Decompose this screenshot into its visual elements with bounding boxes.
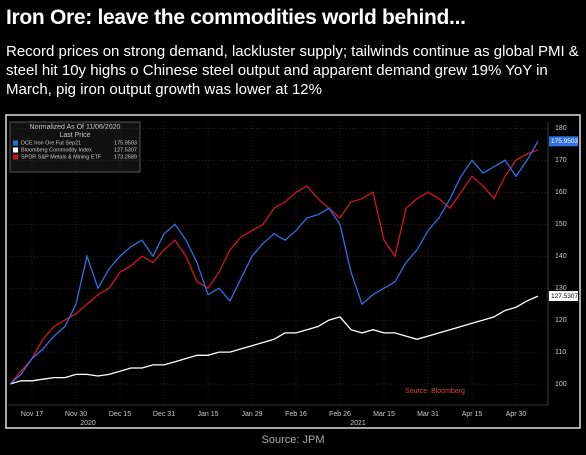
last-value-tag bbox=[549, 291, 578, 302]
x-tick-label: Dec 15 bbox=[109, 411, 131, 418]
y-tick-label: 170 bbox=[555, 157, 567, 164]
legend-value: 173.2689 bbox=[114, 154, 137, 160]
source: Source: JPM bbox=[261, 434, 325, 446]
legend-box bbox=[9, 121, 141, 173]
series-line bbox=[9, 149, 539, 385]
legend-subtitle: Last Price bbox=[59, 132, 90, 139]
y-tick-label: 140 bbox=[555, 253, 567, 260]
last-value-tag bbox=[549, 136, 578, 147]
x-tick-label: Apr 15 bbox=[462, 411, 483, 418]
x-tick-label: Jan 15 bbox=[197, 411, 218, 418]
last-value-label: 175.9503 bbox=[551, 138, 578, 145]
legend-swatch bbox=[13, 140, 18, 146]
x-tick-label: Nov 17 bbox=[21, 411, 43, 418]
subtitle: Record prices on strong demand, lacklust… bbox=[6, 43, 579, 98]
legend-value: 127.5307 bbox=[114, 147, 137, 153]
x-tick-label: Feb 16 bbox=[285, 411, 307, 418]
x-tick-label: Apr 30 bbox=[506, 411, 527, 418]
legend-swatch bbox=[13, 147, 18, 153]
year-label: 2021 bbox=[350, 420, 366, 427]
y-tick-label: 130 bbox=[555, 285, 567, 292]
x-tick-label: Feb 26 bbox=[329, 411, 351, 418]
annotation: Source: Bloomberg bbox=[405, 388, 465, 395]
x-tick-label: Jan 29 bbox=[241, 411, 262, 418]
series-line bbox=[9, 140, 539, 385]
x-tick-label: Mar 31 bbox=[417, 411, 439, 418]
legend-title: Normalized As Of 11/06/2020 bbox=[30, 124, 121, 131]
x-tick-label: Nov 30 bbox=[65, 411, 87, 418]
y-tick-label: 160 bbox=[555, 189, 567, 196]
legend-label: SPDR S&P Metals & Mining ETF bbox=[21, 154, 102, 160]
legend-label: DCE Iron Ore Fut Sep21 bbox=[21, 140, 81, 146]
chart: Normalized As Of 11/06/2020 Last Price S… bbox=[5, 114, 581, 429]
series-line bbox=[9, 295, 539, 385]
title: Iron Ore: leave the commodities world be… bbox=[6, 6, 466, 29]
x-tick-label: Dec 31 bbox=[153, 411, 175, 418]
y-tick-label: 180 bbox=[555, 125, 567, 132]
year-label: 2020 bbox=[80, 420, 96, 427]
legend-label: Bloomberg Commodity Index bbox=[21, 147, 92, 153]
y-tick-label: 110 bbox=[555, 349, 566, 356]
y-tick-label: 150 bbox=[555, 221, 567, 228]
legend-swatch bbox=[13, 154, 18, 160]
legend-value: 175.9503 bbox=[114, 140, 137, 146]
y-tick-label: 120 bbox=[555, 317, 567, 324]
last-value-label: 127.5307 bbox=[551, 293, 578, 300]
x-tick-label: Mar 15 bbox=[373, 411, 395, 418]
y-tick-label: 100 bbox=[555, 381, 567, 388]
